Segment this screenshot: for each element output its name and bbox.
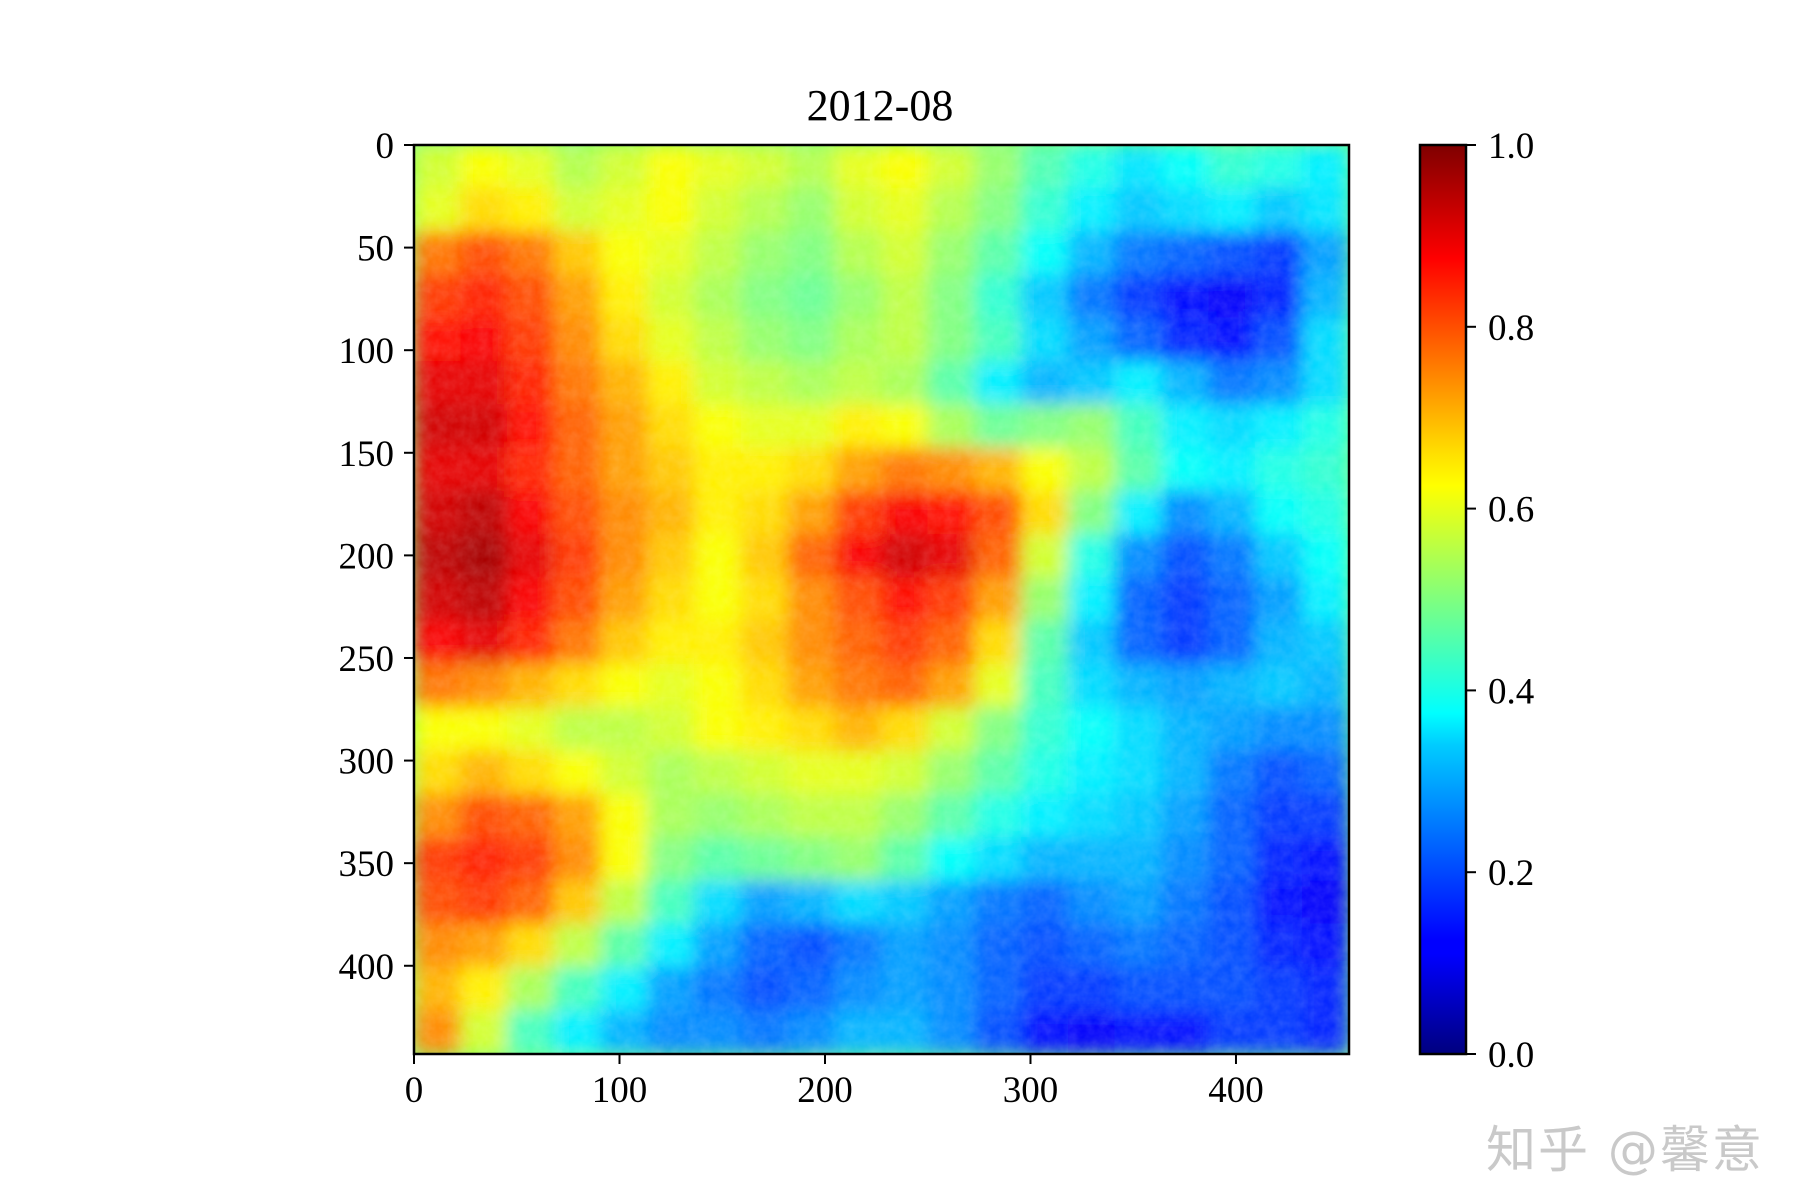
x-tick-label: 400 (1208, 1070, 1264, 1111)
colorbar-tick-label: 0.2 (1488, 853, 1534, 894)
colorbar: 0.0 0.2 0.4 0.6 0.8 1.0 (1418, 126, 1534, 1076)
plot-frame (412, 143, 1351, 1056)
y-tick-label: 150 (339, 434, 395, 475)
y-tick-label: 250 (339, 639, 395, 680)
y-axis: 0 50 100 150 200 250 300 350 400 (339, 126, 414, 988)
x-tick-label: 200 (797, 1070, 853, 1111)
y-tick-label: 350 (339, 844, 395, 885)
colorbar-tick-label: 0.8 (1488, 308, 1534, 349)
y-tick-label: 0 (376, 126, 395, 167)
x-tick-label: 100 (592, 1070, 648, 1111)
x-tick-label: 300 (1003, 1070, 1059, 1111)
heatmap-image (414, 145, 1349, 1054)
watermark: 知乎 @馨意 (1486, 1121, 1764, 1179)
colorbar-tick-label: 0.6 (1488, 490, 1534, 531)
y-tick-label: 400 (339, 947, 395, 988)
colorbar-gradient (1418, 143, 1468, 1056)
y-tick-label: 300 (339, 742, 395, 783)
x-tick-label: 0 (405, 1070, 424, 1111)
y-tick-label: 200 (339, 536, 395, 577)
chart-title: 2012-08 (807, 81, 954, 130)
y-tick-label: 100 (339, 331, 395, 372)
colorbar-tick-label: 0.0 (1488, 1035, 1534, 1076)
colorbar-tick-label: 1.0 (1488, 126, 1534, 167)
colorbar-tick-label: 0.4 (1488, 671, 1534, 712)
x-axis: 0 100 200 300 400 (405, 1054, 1264, 1111)
y-tick-label: 50 (357, 229, 394, 270)
